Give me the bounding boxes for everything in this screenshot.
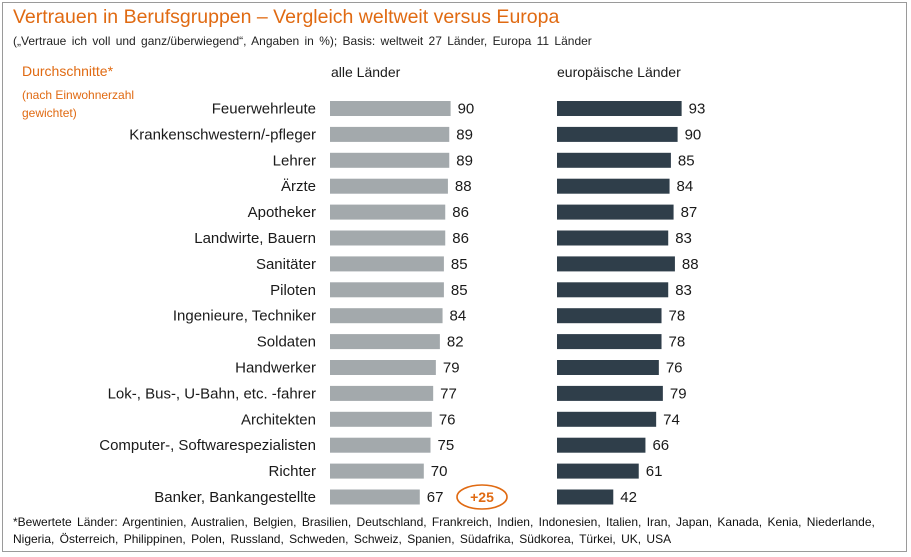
value-label-european-countries: 83 bbox=[675, 282, 692, 299]
category-label: Ärzte bbox=[281, 178, 316, 195]
bar-all-countries bbox=[330, 437, 431, 453]
bar-all-countries bbox=[330, 360, 436, 375]
value-label-european-countries: 76 bbox=[666, 360, 683, 377]
bar-all-countries bbox=[330, 489, 420, 505]
value-label-all-countries: 89 bbox=[456, 126, 473, 143]
bar-all-countries bbox=[330, 282, 444, 298]
category-label: Ingenieure, Techniker bbox=[173, 308, 316, 325]
value-label-all-countries: 79 bbox=[443, 360, 460, 377]
value-label-european-countries: 93 bbox=[689, 101, 706, 118]
bar-european-countries bbox=[557, 230, 669, 246]
bar-european-countries bbox=[557, 437, 646, 453]
value-label-all-countries: 82 bbox=[447, 334, 464, 351]
category-label: Krankenschwestern/-pfleger bbox=[129, 126, 316, 143]
value-label-european-countries: 84 bbox=[677, 178, 694, 195]
value-label-european-countries: 90 bbox=[685, 126, 702, 143]
bar-all-countries bbox=[330, 463, 424, 479]
value-label-european-countries: 85 bbox=[678, 152, 695, 169]
value-label-all-countries: 67 bbox=[427, 489, 444, 506]
category-label: Computer-, Softwarespezialisten bbox=[99, 437, 316, 454]
category-label: Apotheker bbox=[248, 204, 316, 221]
category-label: Sanitäter bbox=[256, 256, 316, 273]
bar-european-countries bbox=[557, 282, 669, 298]
bar-all-countries bbox=[330, 385, 434, 401]
category-label: Architekten bbox=[241, 411, 316, 428]
footnote: *Bewertete Länder: Argentinien, Australi… bbox=[13, 515, 875, 546]
value-label-european-countries: 42 bbox=[620, 489, 637, 506]
bar-all-countries bbox=[330, 308, 443, 324]
value-label-european-countries: 79 bbox=[670, 385, 687, 402]
difference-annotation-label: +25 bbox=[470, 489, 494, 505]
value-label-all-countries: 84 bbox=[450, 308, 467, 325]
category-label: Piloten bbox=[270, 282, 316, 299]
value-label-european-countries: 78 bbox=[669, 334, 686, 351]
bar-european-countries bbox=[557, 489, 614, 505]
bar-european-countries bbox=[557, 152, 671, 168]
value-label-all-countries: 85 bbox=[451, 256, 468, 273]
bar-all-countries bbox=[330, 411, 432, 427]
value-label-all-countries: 89 bbox=[456, 152, 473, 169]
value-label-all-countries: 86 bbox=[452, 204, 469, 221]
averages-label: Durchschnitte* bbox=[22, 63, 114, 79]
value-label-european-countries: 66 bbox=[652, 437, 669, 454]
value-label-european-countries: 88 bbox=[682, 256, 699, 273]
value-label-all-countries: 88 bbox=[455, 178, 472, 195]
bar-european-countries bbox=[557, 334, 662, 350]
bar-european-countries bbox=[557, 101, 682, 116]
bar-all-countries bbox=[330, 204, 446, 220]
bar-european-countries bbox=[557, 385, 663, 401]
value-label-european-countries: 78 bbox=[669, 308, 686, 325]
bar-european-countries bbox=[557, 204, 674, 220]
bar-all-countries bbox=[330, 230, 446, 246]
bar-european-countries bbox=[557, 463, 639, 479]
category-label: Handwerker bbox=[235, 360, 316, 377]
value-label-all-countries: 75 bbox=[438, 437, 455, 454]
value-label-all-countries: 90 bbox=[458, 101, 475, 118]
category-label: Banker, Bankangestellte bbox=[154, 489, 316, 506]
category-label: Soldaten bbox=[257, 334, 316, 351]
value-label-european-countries: 61 bbox=[646, 463, 663, 480]
value-label-all-countries: 77 bbox=[440, 385, 457, 402]
bar-european-countries bbox=[557, 126, 678, 142]
value-label-all-countries: 86 bbox=[452, 230, 469, 247]
bar-all-countries bbox=[330, 178, 448, 194]
category-label: Landwirte, Bauern bbox=[194, 230, 316, 247]
value-label-all-countries: 76 bbox=[439, 411, 456, 428]
bar-all-countries bbox=[330, 152, 450, 168]
bar-all-countries bbox=[330, 101, 451, 116]
category-label: Lok-, Bus-, U-Bahn, etc. -fahrer bbox=[108, 385, 316, 402]
value-label-european-countries: 74 bbox=[663, 411, 680, 428]
category-label: Lehrer bbox=[273, 152, 316, 169]
bar-all-countries bbox=[330, 334, 440, 350]
bar-european-countries bbox=[557, 256, 675, 272]
value-label-european-countries: 83 bbox=[675, 230, 692, 247]
series-header-all-countries: alle Länder bbox=[331, 64, 401, 80]
bar-european-countries bbox=[557, 360, 659, 375]
category-label: Feuerwehrleute bbox=[212, 101, 316, 118]
series-header-european-countries: europäische Länder bbox=[557, 64, 681, 80]
chart-subtitle: („Vertraue ich voll und ganz/überwiegend… bbox=[13, 34, 592, 48]
value-label-all-countries: 70 bbox=[431, 463, 448, 480]
bar-all-countries bbox=[330, 126, 450, 142]
value-label-all-countries: 85 bbox=[451, 282, 468, 299]
bar-european-countries bbox=[557, 411, 657, 427]
chart-title: Vertrauen in Berufsgruppen – Vergleich w… bbox=[13, 6, 560, 28]
averages-note: (nach Einwohnerzahl gewichtet) bbox=[22, 88, 135, 120]
bar-all-countries bbox=[330, 256, 444, 272]
bar-european-countries bbox=[557, 178, 670, 194]
difference-annotation-circle bbox=[456, 484, 508, 510]
bar-european-countries bbox=[557, 308, 662, 324]
value-label-european-countries: 87 bbox=[681, 204, 698, 221]
category-label: Richter bbox=[268, 463, 316, 480]
